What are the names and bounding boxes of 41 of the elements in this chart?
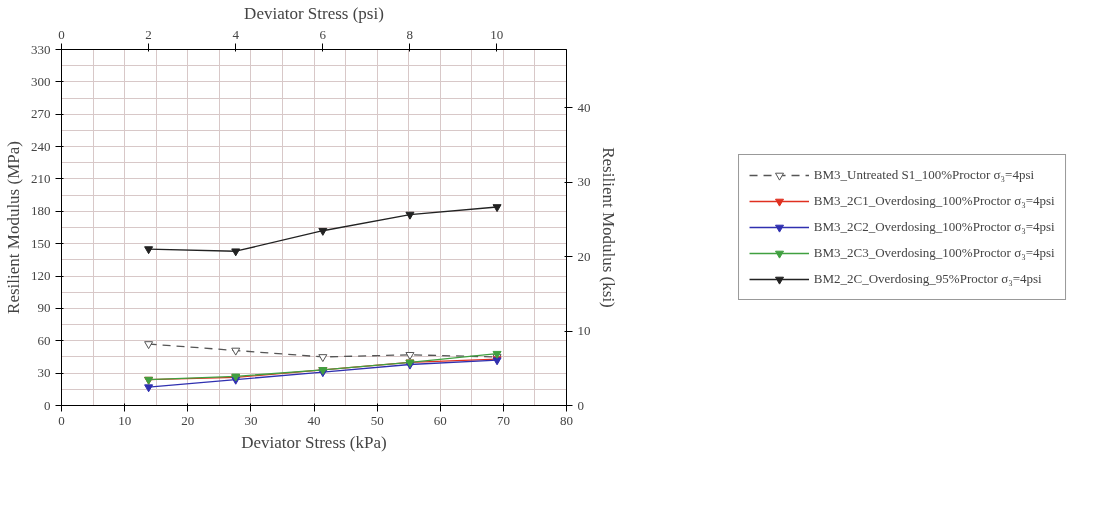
y-axis-title: Resilient Modulus (MPa) [4,141,23,314]
y-tick-label: 270 [31,106,51,122]
y2-tick-label: 30 [577,174,591,190]
x2-tick-label: 8 [406,26,414,42]
y-tick-label: 330 [31,41,51,57]
x-tick-label: 40 [307,412,321,428]
y-tick-label: 0 [44,397,51,413]
x2-axis-title: Deviator Stress (psi) [244,3,384,23]
x2-tick-label: 6 [319,26,327,42]
y2-tick-label: 0 [577,397,584,413]
x-tick-label: 20 [181,412,195,428]
legend-label: BM3_2C1_Overdosing_100%Proctor σ₃=4psi [813,193,1055,209]
y2-axis-title: Resilient Modulus (ksi) [598,147,618,308]
x-tick-label: 60 [433,412,447,428]
legend-label: BM2_2C_Overdosing_95%Proctor σ₃=4psi [813,271,1042,287]
x-tick-label: 30 [244,412,258,428]
y-tick-label: 300 [31,73,51,89]
x-tick-label: 80 [560,412,573,428]
y-tick-label: 30 [37,365,51,381]
legend-label: BM3_Untreated S1_100%Proctor σ₃=4psi [813,167,1035,183]
y-tick-label: 60 [37,332,51,348]
x2-tick-label: 0 [58,26,65,42]
y2-tick-label: 40 [577,99,591,115]
x-tick-label: 70 [496,412,510,428]
y2-tick-label: 20 [577,248,591,264]
x-tick-label: 10 [118,412,132,428]
y-tick-label: 150 [31,235,51,251]
legend-label: BM3_2C3_Overdosing_100%Proctor σ₃=4psi [813,245,1055,261]
x-tick-label: 50 [370,412,384,428]
x2-tick-label: 2 [145,26,152,42]
y-tick-label: 240 [31,138,51,154]
x2-tick-label: 10 [490,26,504,42]
y-tick-label: 120 [31,268,51,284]
y2-tick-label: 10 [577,323,591,339]
y-tick-label: 180 [31,203,51,219]
legend-label: BM3_2C2_Overdosing_100%Proctor σ₃=4psi [813,219,1055,235]
x2-tick-label: 4 [232,26,240,42]
x-axis-title: Deviator Stress (kPa) [241,432,387,452]
x-tick-label: 0 [58,412,65,428]
y-tick-label: 210 [31,170,51,186]
y-tick-label: 90 [37,300,51,316]
